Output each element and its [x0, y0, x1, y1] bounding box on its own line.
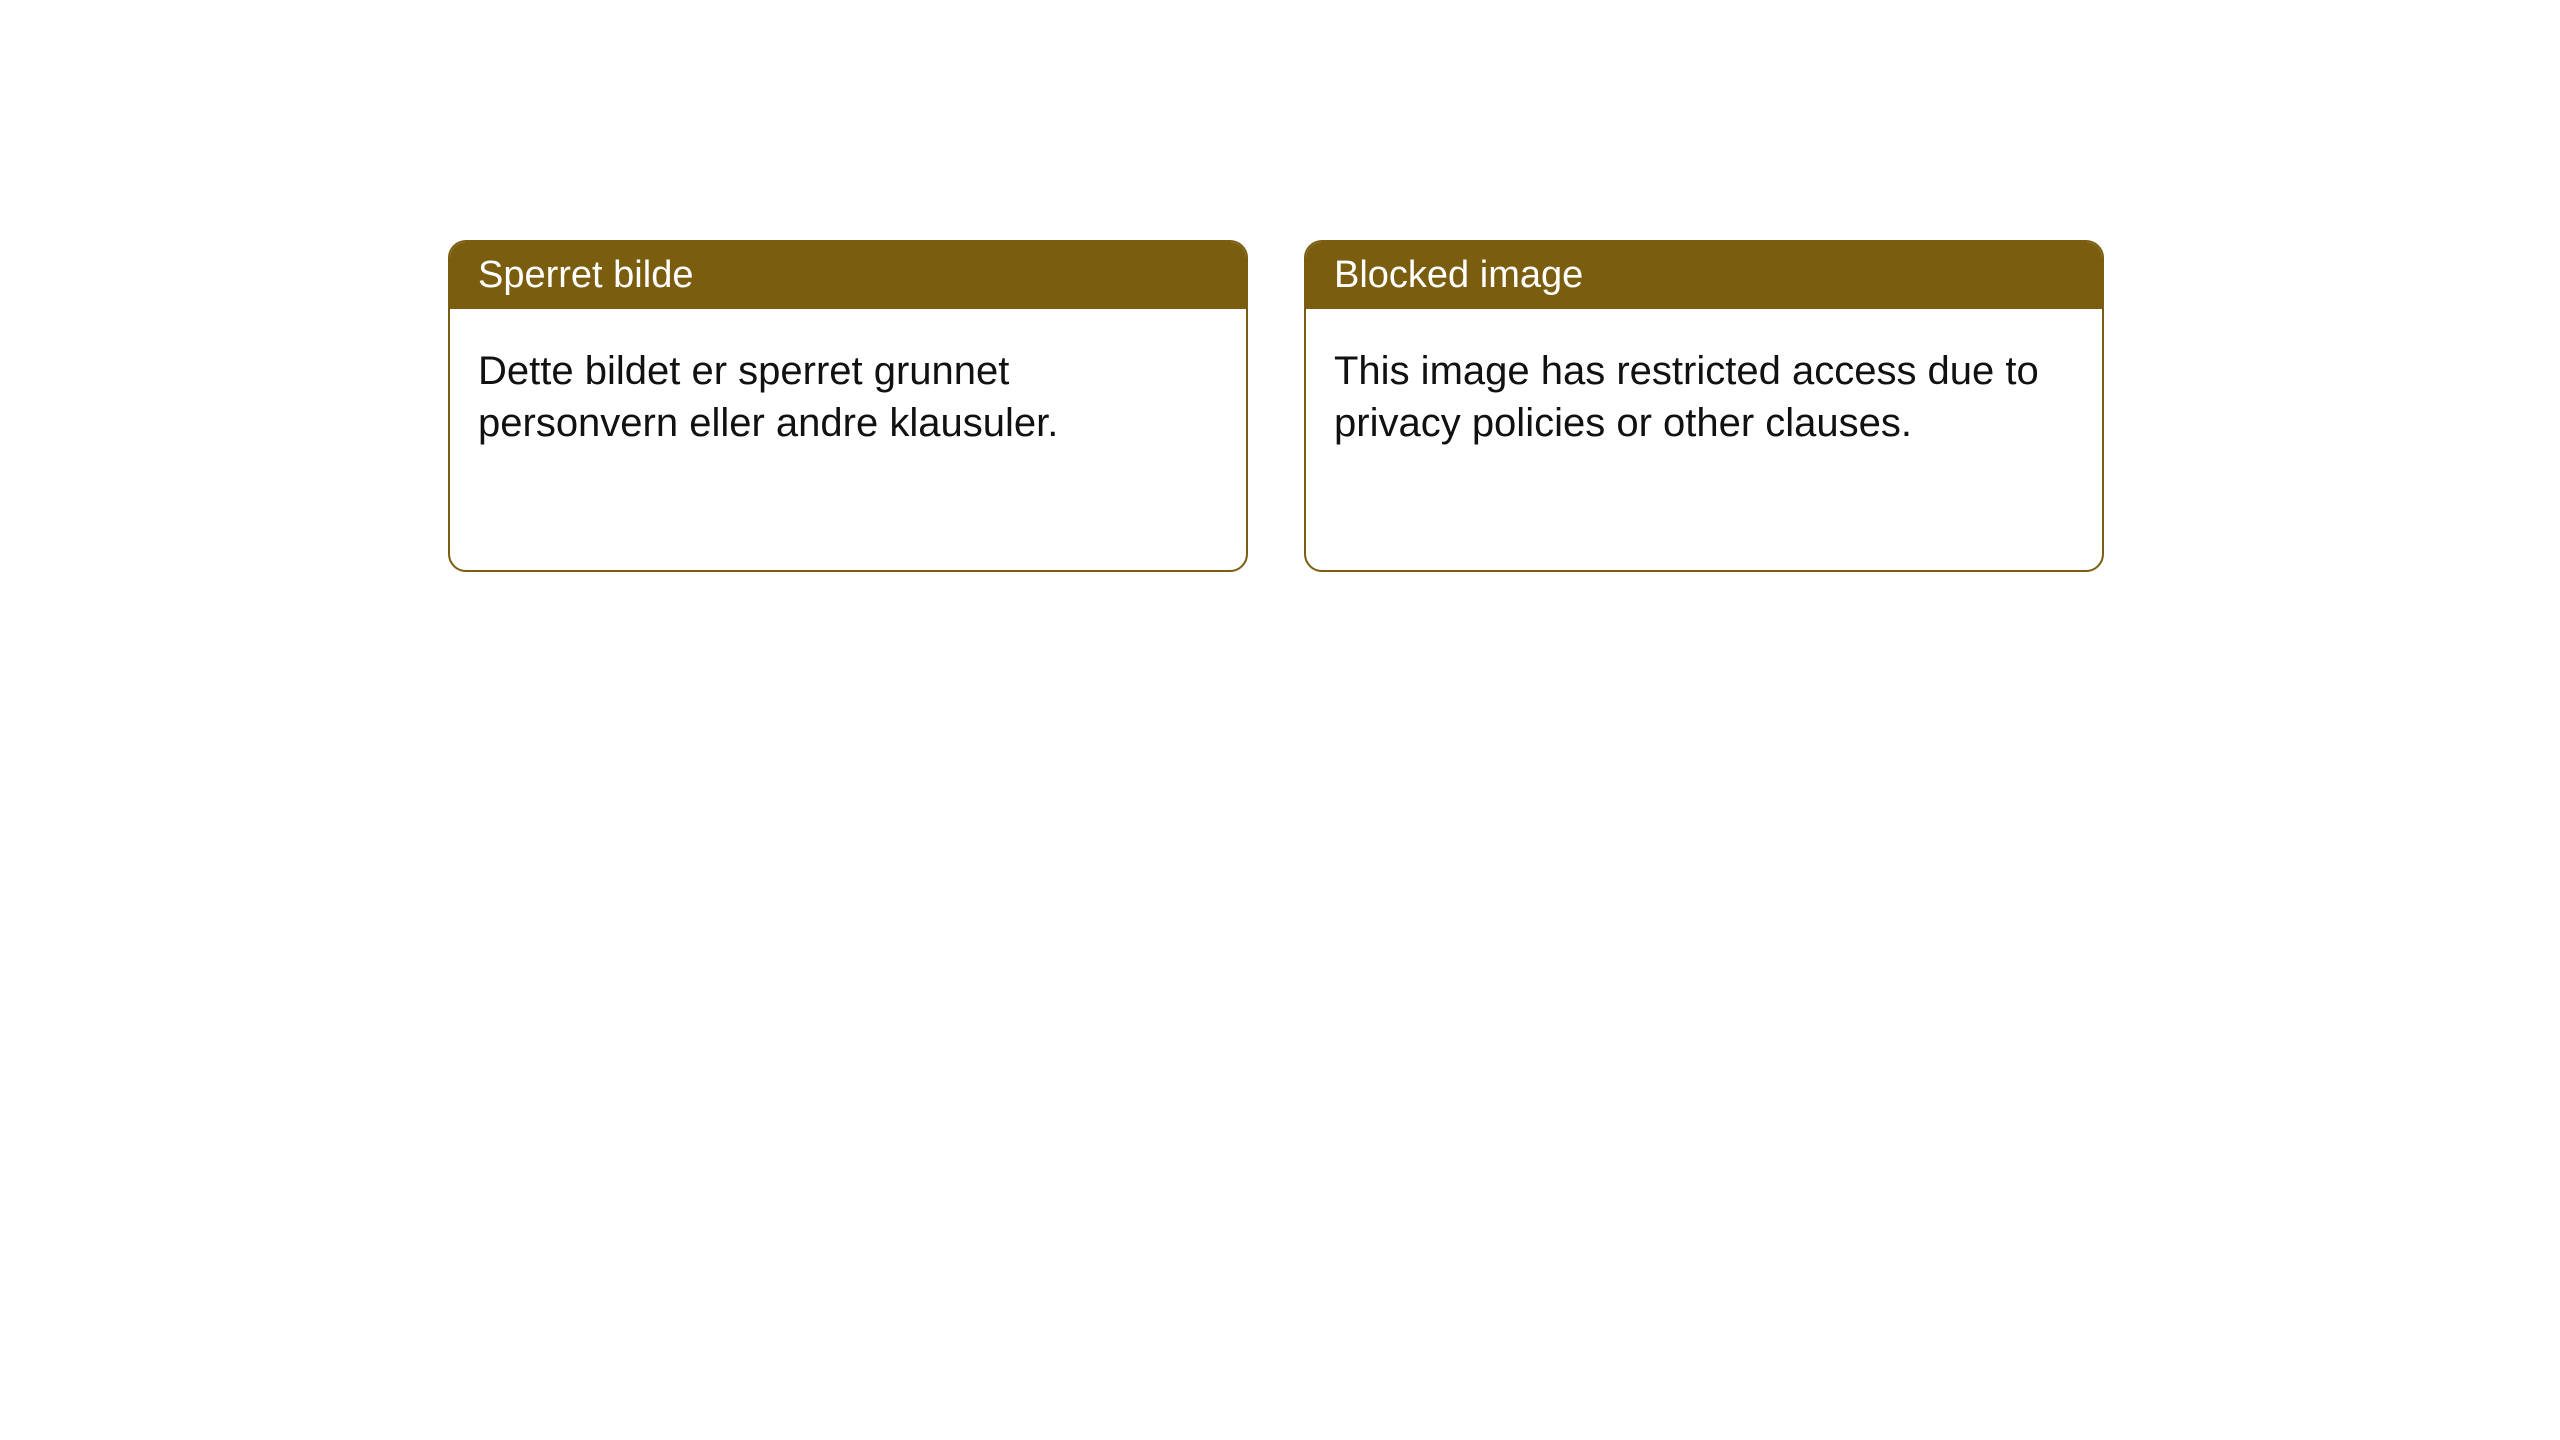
notice-card-english: Blocked image This image has restricted … — [1304, 240, 2104, 572]
card-header-english: Blocked image — [1306, 242, 2102, 309]
card-header-norwegian: Sperret bilde — [450, 242, 1246, 309]
card-body-norwegian: Dette bildet er sperret grunnet personve… — [450, 309, 1246, 485]
notice-card-norwegian: Sperret bilde Dette bildet er sperret gr… — [448, 240, 1248, 572]
card-body-english: This image has restricted access due to … — [1306, 309, 2102, 485]
notice-cards-container: Sperret bilde Dette bildet er sperret gr… — [448, 240, 2104, 572]
